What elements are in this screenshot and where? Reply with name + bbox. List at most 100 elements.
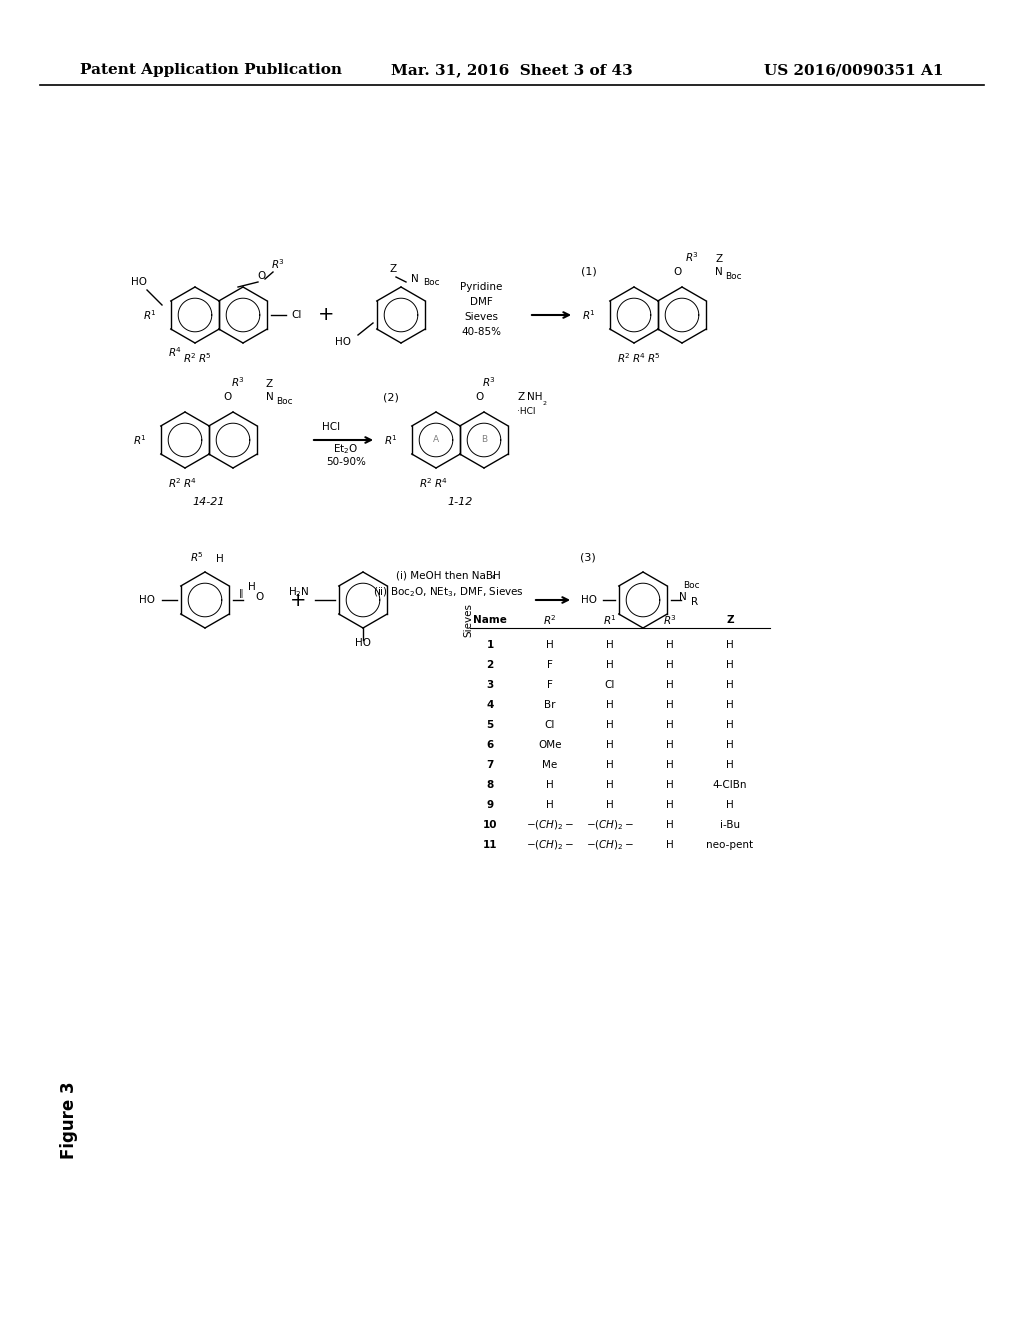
- Text: Mar. 31, 2016  Sheet 3 of 43: Mar. 31, 2016 Sheet 3 of 43: [391, 63, 633, 77]
- Text: H: H: [667, 700, 674, 710]
- Text: H: H: [667, 820, 674, 830]
- Text: H: H: [726, 660, 734, 671]
- Text: H: H: [606, 741, 613, 750]
- Text: $R^3$: $R^3$: [231, 375, 245, 389]
- Text: 50-90%: 50-90%: [326, 457, 366, 467]
- Text: Cl: Cl: [605, 680, 615, 690]
- Text: H: H: [667, 660, 674, 671]
- Text: H: H: [726, 719, 734, 730]
- Text: H: H: [546, 640, 554, 649]
- Text: F: F: [547, 660, 553, 671]
- Text: $R^3$: $R^3$: [271, 257, 285, 271]
- Text: H: H: [606, 640, 613, 649]
- Text: H: H: [726, 680, 734, 690]
- Text: H: H: [667, 840, 674, 850]
- Text: $R^2$: $R^2$: [168, 477, 182, 490]
- Text: H: H: [667, 780, 674, 789]
- Text: Cl: Cl: [545, 719, 555, 730]
- Text: H: H: [606, 660, 613, 671]
- Text: HCl: HCl: [322, 422, 340, 432]
- Text: H: H: [726, 800, 734, 810]
- Text: $R^1$: $R^1$: [133, 433, 147, 447]
- Text: H: H: [606, 700, 613, 710]
- Text: $-(CH)_2-$: $-(CH)_2-$: [525, 818, 574, 832]
- Text: +: +: [290, 590, 306, 610]
- Text: H: H: [667, 719, 674, 730]
- Text: Boc: Boc: [683, 581, 699, 590]
- Text: $R^2$: $R^2$: [183, 351, 197, 366]
- Text: H: H: [606, 800, 613, 810]
- Text: 2: 2: [486, 660, 494, 671]
- Text: 40-85%: 40-85%: [461, 327, 501, 337]
- Text: $R^4$: $R^4$: [434, 477, 449, 490]
- Text: N: N: [411, 275, 419, 284]
- Text: H: H: [667, 741, 674, 750]
- Text: H: H: [606, 760, 613, 770]
- Text: 1: 1: [486, 640, 494, 649]
- Text: DMF: DMF: [470, 297, 493, 308]
- Text: R: R: [691, 597, 698, 607]
- Text: O: O: [475, 392, 483, 403]
- Text: Boc: Boc: [725, 272, 741, 281]
- Text: 3: 3: [486, 680, 494, 690]
- Text: $R^4$: $R^4$: [632, 351, 646, 366]
- Text: O: O: [255, 591, 263, 602]
- Text: $R^2$: $R^2$: [419, 477, 433, 490]
- Text: $R^3$: $R^3$: [482, 375, 496, 389]
- Text: OMe: OMe: [539, 741, 562, 750]
- Text: Pyridine: Pyridine: [460, 282, 502, 292]
- Text: O: O: [673, 267, 681, 277]
- Text: +: +: [317, 305, 334, 325]
- Text: Z: Z: [715, 253, 722, 264]
- Text: $R^1$: $R^1$: [582, 308, 596, 322]
- Text: $_4$: $_4$: [490, 573, 496, 582]
- Text: H: H: [546, 800, 554, 810]
- Text: $R^1$: $R^1$: [143, 308, 157, 322]
- Text: (3): (3): [581, 552, 596, 562]
- Text: H: H: [606, 780, 613, 789]
- Text: Figure 3: Figure 3: [60, 1081, 78, 1159]
- Text: (ii) Boc$_2$O, NEt$_3$, DMF, Sieves: (ii) Boc$_2$O, NEt$_3$, DMF, Sieves: [373, 585, 523, 599]
- Text: O: O: [224, 392, 232, 403]
- Text: neo-pent: neo-pent: [707, 840, 754, 850]
- Text: ·HCl: ·HCl: [517, 407, 536, 416]
- Text: H: H: [248, 582, 256, 591]
- Text: 4: 4: [486, 700, 494, 710]
- Text: $\|$: $\|$: [239, 587, 244, 601]
- Text: HO: HO: [139, 595, 155, 605]
- Text: (2): (2): [383, 392, 399, 403]
- Text: Z: Z: [517, 392, 524, 403]
- Text: US 2016/0090351 A1: US 2016/0090351 A1: [765, 63, 944, 77]
- Text: Me: Me: [543, 760, 558, 770]
- Text: N: N: [266, 392, 273, 403]
- Text: (i) MeOH then NaBH: (i) MeOH then NaBH: [395, 570, 501, 579]
- Text: $-(CH)_2-$: $-(CH)_2-$: [586, 818, 634, 832]
- Text: Boc: Boc: [276, 397, 293, 407]
- Text: H: H: [726, 741, 734, 750]
- Text: $R^4$: $R^4$: [183, 477, 197, 490]
- Text: $R^5$: $R^5$: [190, 550, 204, 564]
- Text: (1): (1): [582, 267, 597, 277]
- Text: Br: Br: [544, 700, 556, 710]
- Text: Z: Z: [266, 379, 273, 389]
- Text: H: H: [726, 760, 734, 770]
- Text: A: A: [433, 436, 439, 445]
- Text: Sieves: Sieves: [464, 312, 498, 322]
- Text: H: H: [606, 719, 613, 730]
- Text: Sieves: Sieves: [463, 603, 473, 638]
- Text: 1-12: 1-12: [447, 498, 473, 507]
- Text: 10: 10: [482, 820, 498, 830]
- Text: Cl: Cl: [291, 310, 301, 319]
- Text: Patent Application Publication: Patent Application Publication: [80, 63, 342, 77]
- Text: $R^3$: $R^3$: [663, 612, 677, 627]
- Text: $R^4$: $R^4$: [168, 346, 182, 359]
- Text: H: H: [667, 680, 674, 690]
- Text: H: H: [546, 780, 554, 789]
- Text: H: H: [726, 640, 734, 649]
- Text: $_2$: $_2$: [542, 399, 548, 408]
- Text: 9: 9: [486, 800, 494, 810]
- Text: $R^1$: $R^1$: [384, 433, 398, 447]
- Text: NH: NH: [527, 392, 543, 403]
- Text: H: H: [667, 760, 674, 770]
- Text: HO: HO: [131, 277, 147, 286]
